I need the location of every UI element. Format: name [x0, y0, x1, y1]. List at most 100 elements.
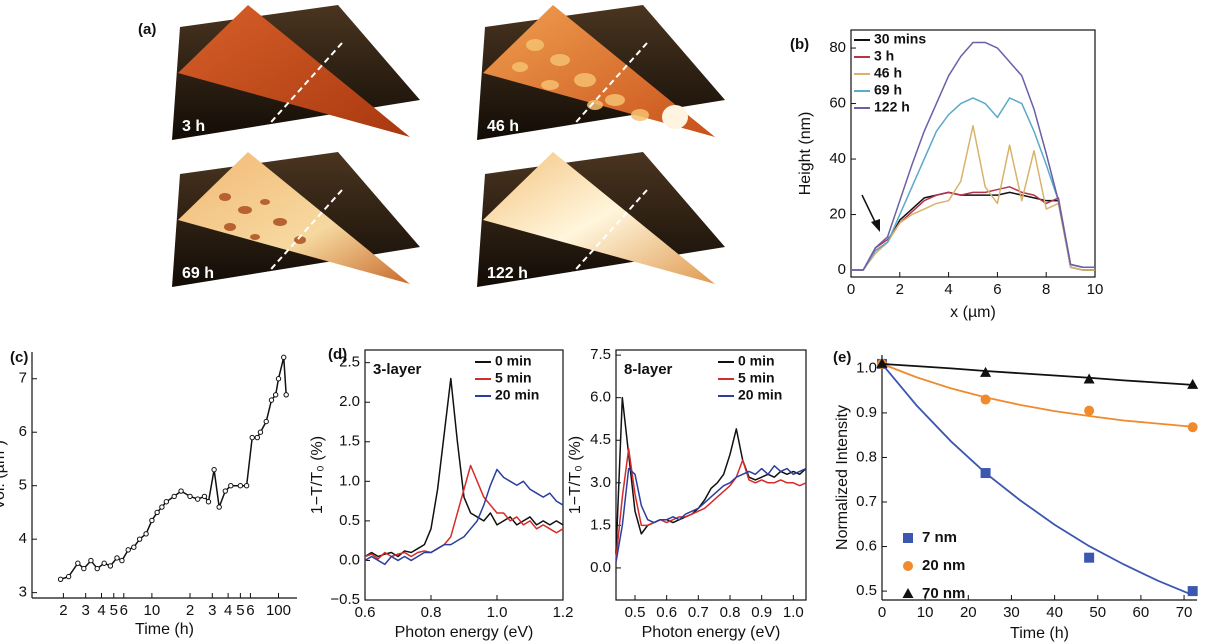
afm-flake — [483, 5, 715, 137]
data-point — [275, 376, 282, 382]
x-tick-label: 0.8 — [720, 604, 741, 621]
legend-label: 0 min — [738, 353, 775, 369]
afm-image: 3 h — [172, 5, 420, 141]
legend-marker — [902, 588, 914, 598]
y-tick-label: 1.5 — [339, 433, 360, 450]
data-line — [615, 465, 807, 563]
y-tick-label: 4 — [19, 530, 27, 547]
data-point — [263, 418, 269, 425]
y-tick-label: 0.7 — [856, 493, 877, 510]
data-point — [163, 499, 170, 505]
y-tick-label: 7.5 — [590, 346, 611, 363]
plot-frame — [615, 349, 807, 601]
panel-label: (c) — [10, 349, 28, 366]
y-tick-label: 1.0 — [856, 359, 877, 376]
data-point — [254, 434, 260, 441]
x-tick-label: 0.6 — [355, 604, 376, 621]
data-point — [257, 429, 264, 435]
fit-line — [881, 363, 1193, 428]
afm-pits — [219, 193, 306, 244]
x-tick-label: 2 — [59, 602, 67, 619]
x-tick-label: 70 — [1176, 604, 1193, 621]
data-point — [159, 504, 165, 510]
y-tick-label: 2.5 — [339, 354, 360, 371]
x-tick-label: 10 — [917, 604, 934, 621]
legend-label: 0 min — [495, 353, 532, 369]
fit-line — [881, 363, 1193, 386]
data-point — [980, 468, 991, 479]
x-tick-label: 1.2 — [553, 604, 574, 621]
x-tick-label: 3 — [208, 602, 216, 619]
x-tick-label: 6 — [993, 281, 1001, 298]
legend-label: 122 h — [874, 99, 910, 115]
y-axis-label: Vol. (µm³) — [0, 440, 8, 510]
image-label: 122 h — [487, 265, 528, 282]
x-tick-label: 6 — [120, 602, 128, 619]
data-line — [851, 41, 1095, 271]
data-line — [364, 468, 564, 566]
x-tick-label: 10 — [1087, 281, 1104, 298]
legend-label: 69 h — [874, 82, 902, 98]
afm-flake — [178, 5, 410, 137]
y-tick-label: 3 — [19, 584, 27, 601]
data-point — [194, 496, 201, 502]
data-point — [1083, 373, 1095, 384]
x-tick-label: 0.7 — [688, 604, 709, 621]
y-tick-label: 0.0 — [590, 559, 611, 576]
y-tick-label: 0.8 — [856, 448, 877, 465]
data-point — [211, 466, 217, 473]
fit-line — [881, 363, 1194, 596]
arrow — [861, 194, 880, 232]
image-label: 3 h — [182, 118, 205, 135]
x-tick-label: 40 — [1046, 604, 1063, 621]
data-point — [1187, 378, 1199, 389]
x-tick-label: 0.6 — [656, 604, 677, 621]
afm-bumps — [512, 39, 649, 121]
panel-label: (b) — [790, 36, 809, 53]
x-tick-label: 20 — [960, 604, 977, 621]
x-tick-label: 6 — [246, 602, 254, 619]
y-axis-label: 1−T/T₀ (%) — [309, 436, 326, 514]
y-axis-label: Height (nm) — [797, 112, 814, 196]
y-tick-label: 0.9 — [856, 404, 877, 421]
legend-label: 3 h — [874, 48, 894, 64]
data-point — [81, 565, 87, 572]
data-point — [1187, 586, 1198, 597]
y-tick-label: 0.0 — [339, 551, 360, 568]
y-tick-label: 3.0 — [590, 474, 611, 491]
data-point — [1084, 405, 1095, 416]
data-line — [615, 396, 807, 554]
x-axis-label: Photon energy (eV) — [642, 624, 781, 641]
image-label: 69 h — [182, 265, 214, 282]
data-point — [57, 576, 64, 582]
y-tick-label: 80 — [829, 39, 846, 56]
x-tick-label: 10 — [144, 602, 161, 619]
afm-particle — [662, 105, 688, 129]
x-axis-label: Photon energy (eV) — [395, 624, 534, 641]
data-point — [187, 493, 193, 500]
legend-label: 20 min — [495, 387, 539, 403]
panel-label: (d) — [328, 346, 347, 363]
scan-line — [254, 189, 343, 288]
data-point — [178, 488, 184, 494]
data-point — [980, 366, 992, 377]
data-point — [1084, 552, 1095, 563]
y-tick-label: 5 — [19, 477, 27, 494]
data-point — [114, 555, 120, 561]
data-point — [222, 488, 228, 494]
x-tick-label: 30 — [1003, 604, 1020, 621]
data-point — [101, 560, 107, 566]
legend-label: 20 min — [738, 387, 782, 403]
data-point — [243, 482, 250, 489]
panel-label: (a) — [138, 21, 156, 38]
data-line — [615, 448, 807, 560]
x-axis-label: Time (h) — [1010, 625, 1069, 642]
y-tick-label: 1.0 — [339, 472, 360, 489]
data-point — [272, 392, 279, 398]
y-tick-label: 20 — [829, 206, 846, 223]
data-point — [149, 517, 155, 524]
x-tick-label: 2 — [186, 602, 194, 619]
image-label: 46 h — [487, 118, 519, 135]
data-point — [205, 499, 212, 505]
